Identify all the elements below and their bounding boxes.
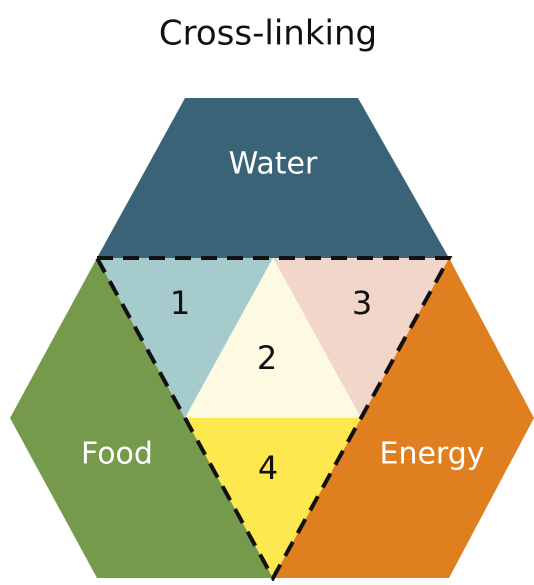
- title: Cross-linking: [159, 14, 377, 54]
- node-label: Energy: [379, 437, 484, 472]
- overlap-1: [97, 258, 273, 418]
- energy-region: [273, 258, 534, 578]
- dashed-triangle: [93, 256, 453, 583]
- node-label: Water: [229, 147, 318, 182]
- overlap-2: [185, 258, 361, 418]
- overlap-label: 4: [258, 449, 278, 487]
- node-label: Food: [81, 437, 153, 472]
- overlap-4: [185, 418, 361, 578]
- overlap-label: 1: [170, 284, 190, 322]
- water-region: [97, 98, 449, 258]
- overlap-label: 3: [352, 284, 372, 322]
- food-region: [10, 258, 273, 578]
- overlap-3: [273, 258, 449, 418]
- overlap-label: 2: [257, 339, 277, 377]
